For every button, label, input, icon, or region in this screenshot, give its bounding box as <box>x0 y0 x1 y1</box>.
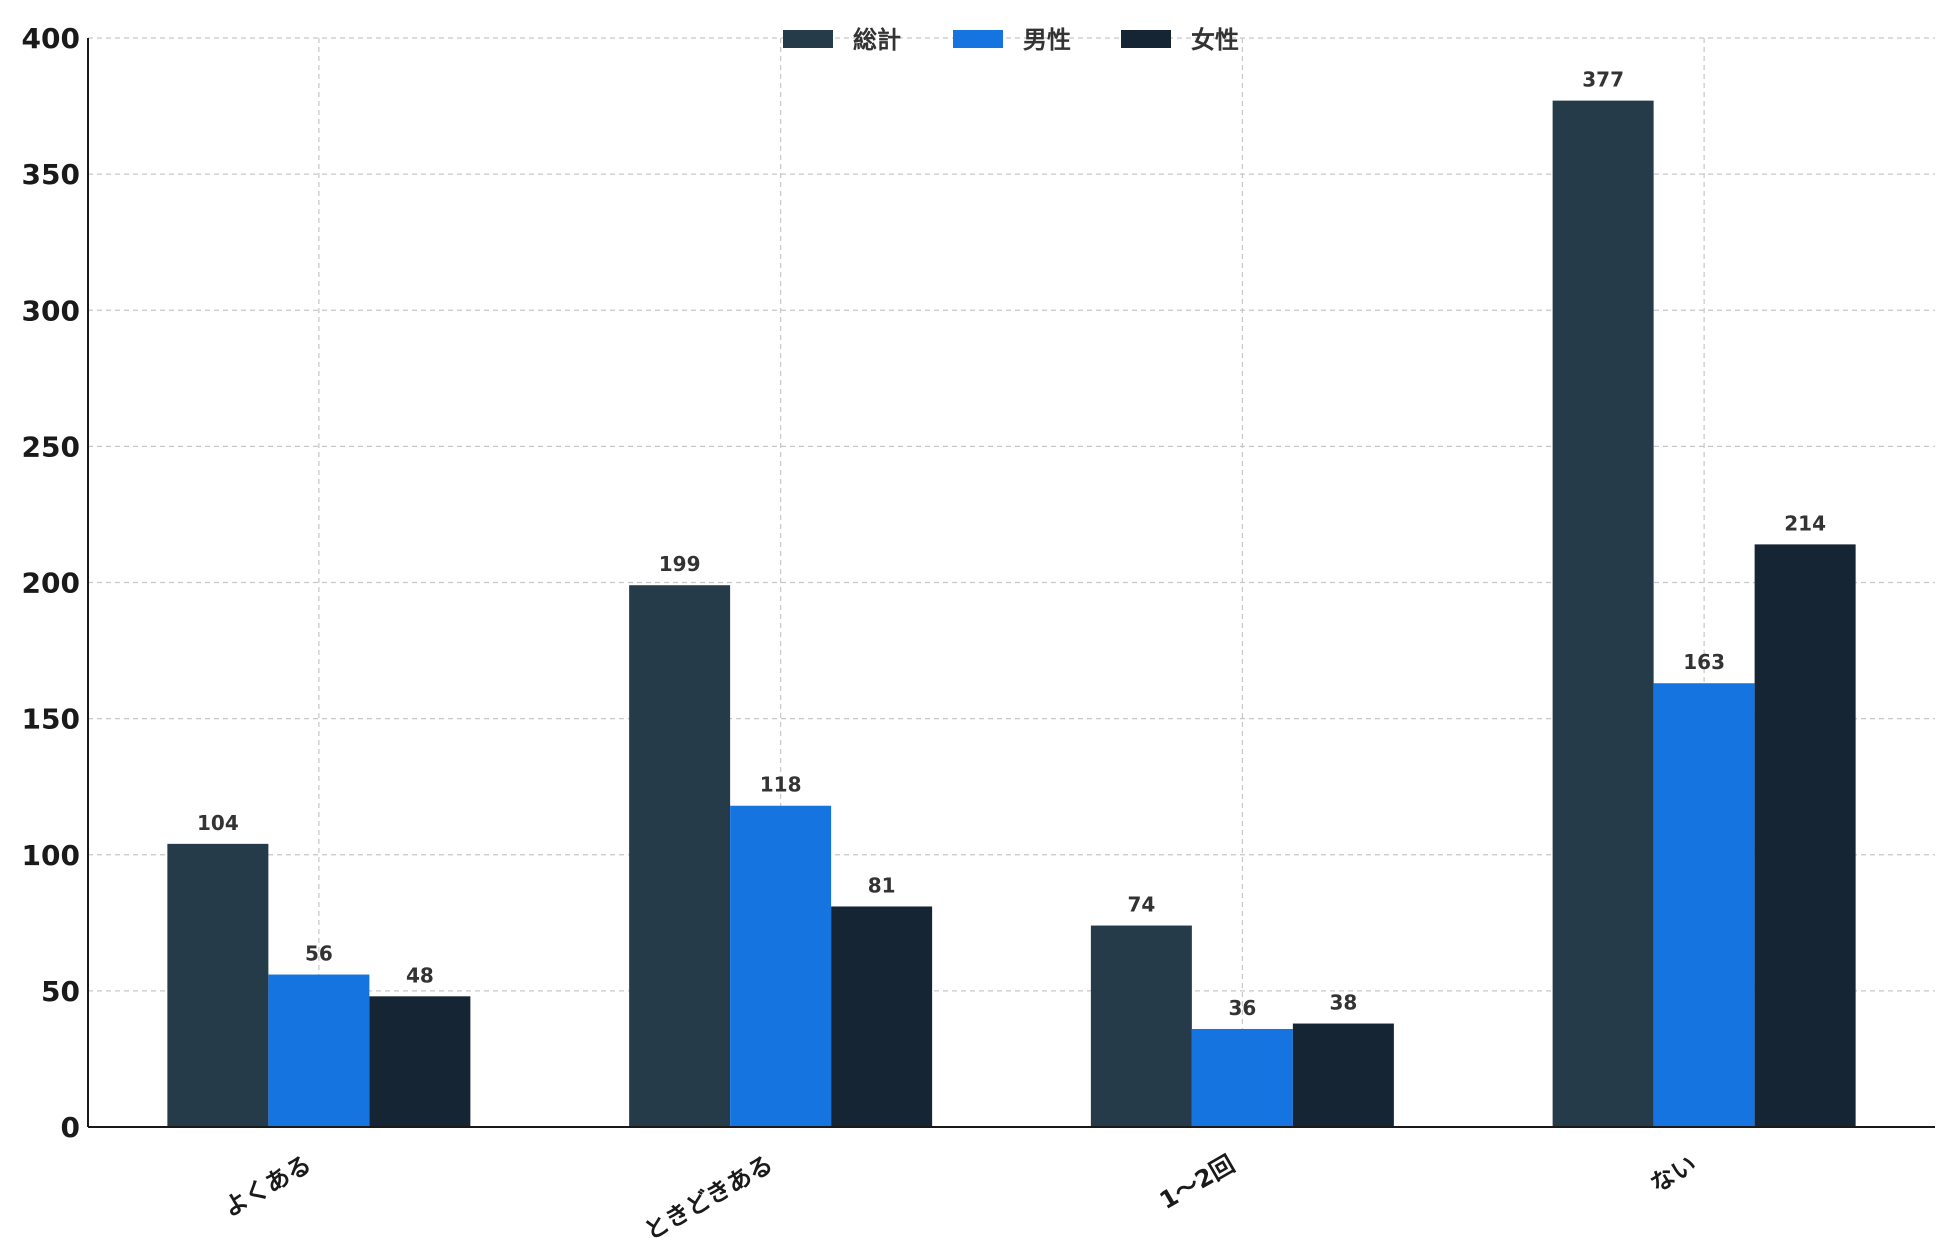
legend-swatch <box>783 30 833 48</box>
x-tick-label: よくある <box>219 1150 316 1222</box>
bar <box>167 843 269 1127</box>
bar <box>268 974 370 1127</box>
data-label: 81 <box>868 873 896 897</box>
bars-layer <box>167 100 1856 1127</box>
data-label: 56 <box>305 942 333 966</box>
data-label: 118 <box>760 773 802 797</box>
bar <box>369 996 471 1127</box>
x-tick-label: ときどきある <box>640 1150 778 1238</box>
bar <box>1552 100 1654 1127</box>
legend-label: 女性 <box>1191 26 1239 54</box>
data-label: 48 <box>406 963 434 987</box>
y-tick-label: 400 <box>22 22 80 55</box>
bar <box>1292 1023 1394 1127</box>
bar <box>1090 925 1192 1127</box>
bar <box>831 906 933 1127</box>
data-labels-layer: 104 56 48 199 118 81 74 36 38 377 163 214 <box>197 68 1826 1020</box>
y-tick-label: 150 <box>22 703 80 736</box>
bar <box>629 585 731 1127</box>
data-label: 38 <box>1329 991 1357 1015</box>
y-tick-label: 0 <box>61 1111 80 1144</box>
data-label: 74 <box>1127 893 1155 917</box>
data-label: 199 <box>659 552 701 576</box>
data-label: 104 <box>197 811 239 835</box>
y-tick-label: 250 <box>22 430 80 463</box>
y-tick-label: 350 <box>22 158 80 191</box>
legend-swatch <box>1121 30 1171 48</box>
x-tick-label: 1〜2回 <box>1155 1150 1239 1215</box>
legend-label: 男性 <box>1023 26 1071 54</box>
data-label: 163 <box>1683 650 1725 674</box>
bar <box>730 805 832 1127</box>
y-tick-label: 300 <box>22 294 80 327</box>
bar <box>1191 1028 1293 1127</box>
y-tick-label: 200 <box>22 567 80 600</box>
y-tick-label: 100 <box>22 839 80 872</box>
data-label: 377 <box>1582 68 1624 92</box>
x-tick-label: ない <box>1646 1150 1702 1198</box>
legend-swatch <box>953 30 1003 48</box>
legend: 総計 男性 女性 <box>783 26 1239 54</box>
y-tick-label: 50 <box>41 975 80 1008</box>
data-label: 36 <box>1228 996 1256 1020</box>
bar <box>1754 544 1856 1127</box>
legend-label: 総計 <box>853 26 901 54</box>
bar <box>1653 683 1755 1127</box>
data-label: 214 <box>1784 511 1826 535</box>
